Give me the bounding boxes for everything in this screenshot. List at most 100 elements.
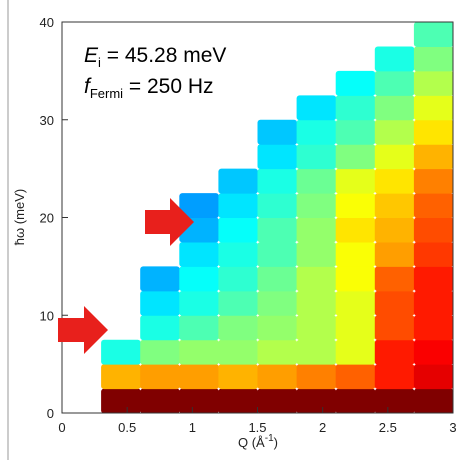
heatmap-cell — [257, 217, 298, 243]
heatmap-cell — [335, 168, 376, 194]
heatmap-cell — [374, 193, 415, 218]
heatmap-cell — [374, 315, 415, 341]
heatmap-cell — [413, 266, 454, 292]
heatmap-cell — [257, 168, 298, 194]
arrow — [58, 306, 108, 354]
heatmap-cell — [140, 315, 180, 341]
heatmap-cell — [335, 388, 376, 414]
y-tick-label: 20 — [40, 211, 54, 226]
heatmap-cell — [101, 339, 141, 365]
heatmap-cell — [257, 364, 298, 390]
heatmap-cell — [374, 70, 415, 96]
annotation-subscript: Fermi — [90, 86, 123, 101]
heatmap-cell — [296, 217, 337, 243]
x-tick-label: 3 — [449, 420, 456, 435]
heatmap-cell — [257, 119, 298, 145]
annotation-symbol: f — [84, 75, 92, 98]
annotation-text: = 45.28 meV — [101, 44, 227, 67]
heatmap-cell — [296, 315, 337, 341]
heatmap-cell — [335, 339, 376, 365]
heatmap-cell — [218, 364, 258, 390]
heatmap-cell — [257, 315, 298, 341]
heatmap-cell — [179, 290, 219, 316]
heatmap-cell — [413, 364, 454, 390]
annotation: fFermi = 250 Hz — [84, 75, 214, 101]
x-tick-label: 2.5 — [379, 420, 397, 435]
heatmap-cell — [374, 241, 415, 267]
heatmap-cell — [335, 266, 376, 292]
heatmap-cell — [374, 217, 415, 243]
heatmap-cell — [374, 388, 415, 414]
heatmap-cell — [296, 290, 337, 316]
x-tick-label: 1.5 — [248, 420, 266, 435]
y-tick-label: 10 — [40, 308, 54, 323]
heatmap-cell — [179, 339, 219, 365]
heatmap-cell — [296, 364, 337, 390]
heatmap — [101, 22, 454, 414]
heatmap-cell — [257, 290, 298, 316]
heatmap-cell — [179, 193, 219, 218]
heatmap-cell — [218, 388, 258, 414]
heatmap-cell — [140, 388, 180, 414]
heatmap-cell — [296, 119, 337, 145]
x-axis-label: Q (Å-1) — [238, 433, 278, 450]
heatmap-cell — [413, 193, 454, 218]
heatmap-cell — [218, 290, 258, 316]
heatmap-cell — [335, 193, 376, 218]
heatmap-cell — [374, 168, 415, 194]
heatmap-cell — [140, 339, 180, 365]
heatmap-cell — [296, 266, 337, 292]
x-tick-label: 2 — [319, 420, 326, 435]
heatmap-cell — [335, 290, 376, 316]
heatmap-cell — [296, 193, 337, 218]
heatmap-cell — [257, 388, 298, 414]
heatmap-cell — [218, 217, 258, 243]
x-label-suffix: ) — [274, 435, 278, 450]
heatmap-cell — [374, 364, 415, 390]
x-tick-label: 0 — [58, 420, 65, 435]
heatmap-cell — [179, 388, 219, 414]
heatmap-cell — [335, 119, 376, 145]
y-tick-label: 40 — [40, 15, 54, 30]
heatmap-cell — [296, 144, 337, 170]
x-label-superscript: -1 — [265, 433, 274, 444]
annotation-symbol: E — [84, 44, 99, 67]
heatmap-cell — [413, 217, 454, 243]
heatmap-cell — [218, 339, 258, 365]
annotation-text: = 250 Hz — [123, 75, 213, 98]
heatmap-cell — [413, 70, 454, 96]
heatmap-cell — [374, 290, 415, 316]
x-tick-label: 1 — [189, 420, 196, 435]
y-axis-label: ħω (meV) — [12, 189, 27, 245]
heatmap-cell — [335, 144, 376, 170]
y-tick-label: 0 — [47, 406, 54, 421]
annotation: Ei = 45.28 meV — [84, 44, 226, 70]
heatmap-cell — [140, 266, 180, 292]
heatmap-cell — [257, 266, 298, 292]
heatmap-cell — [335, 364, 376, 390]
x-label-text: Q (Å — [238, 435, 265, 450]
heatmap-cell — [179, 241, 219, 267]
heatmap-cell — [296, 95, 337, 121]
heatmap-cell — [101, 388, 141, 414]
heatmap-cell — [296, 241, 337, 267]
heatmap-cell — [296, 388, 337, 414]
heatmap-cell — [374, 266, 415, 292]
heatmap-cell — [374, 46, 415, 72]
heatmap-cell — [257, 193, 298, 218]
arrow — [145, 198, 194, 246]
heatmap-cell — [413, 95, 454, 121]
heatmap-cell — [413, 241, 454, 267]
heatmap-cell — [101, 364, 141, 390]
heatmap-cell — [413, 339, 454, 365]
y-tick-label: 30 — [40, 113, 54, 128]
heatmap-cell — [374, 95, 415, 121]
heatmap-cell — [374, 144, 415, 170]
heatmap-cell — [218, 241, 258, 267]
heatmap-cell — [335, 241, 376, 267]
heatmap-cell — [335, 315, 376, 341]
heatmap-cell — [179, 315, 219, 341]
heatmap-cell — [335, 70, 376, 96]
